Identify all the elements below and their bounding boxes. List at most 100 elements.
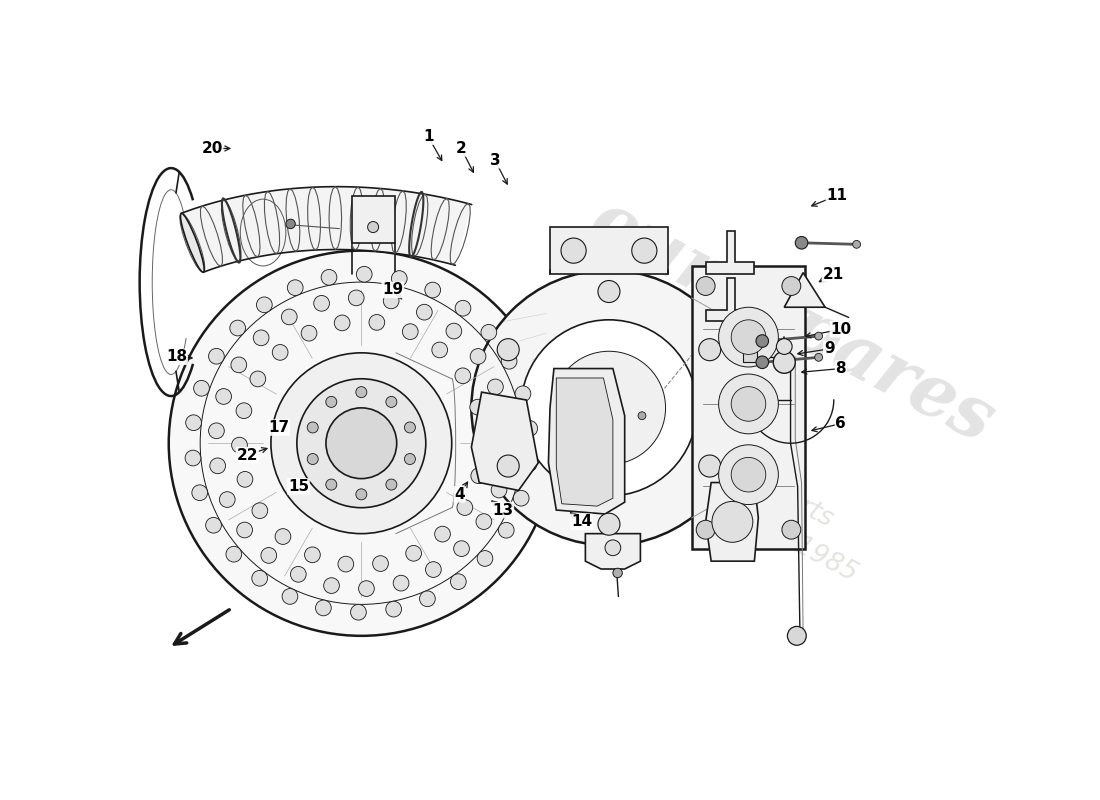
Circle shape — [355, 489, 366, 500]
Circle shape — [273, 345, 288, 360]
Circle shape — [392, 270, 407, 286]
Text: 8: 8 — [836, 361, 846, 376]
Circle shape — [386, 396, 397, 407]
Circle shape — [712, 502, 752, 542]
Text: 10: 10 — [830, 322, 851, 337]
Circle shape — [230, 320, 245, 336]
Circle shape — [561, 238, 586, 263]
Circle shape — [417, 304, 432, 320]
Circle shape — [788, 626, 806, 646]
Circle shape — [261, 547, 276, 563]
Circle shape — [732, 320, 766, 354]
Text: 19: 19 — [382, 282, 404, 298]
Text: 1: 1 — [422, 129, 433, 144]
Circle shape — [405, 422, 416, 433]
Circle shape — [514, 490, 529, 506]
Circle shape — [275, 529, 290, 544]
Circle shape — [282, 309, 297, 325]
Text: 2: 2 — [455, 141, 466, 156]
Text: 17: 17 — [268, 420, 289, 435]
Polygon shape — [557, 378, 613, 506]
Circle shape — [515, 386, 531, 402]
Circle shape — [521, 421, 538, 436]
Text: 6: 6 — [836, 416, 846, 431]
Circle shape — [497, 338, 519, 361]
Circle shape — [290, 566, 306, 582]
Circle shape — [314, 295, 329, 311]
Circle shape — [405, 454, 416, 465]
Circle shape — [426, 562, 441, 578]
Circle shape — [252, 503, 267, 518]
Circle shape — [305, 547, 320, 562]
Text: 13: 13 — [493, 502, 514, 518]
Circle shape — [605, 540, 620, 556]
Circle shape — [434, 526, 450, 542]
Circle shape — [470, 349, 486, 364]
Text: 15: 15 — [288, 479, 309, 494]
Circle shape — [698, 338, 720, 361]
Text: 22: 22 — [236, 447, 258, 462]
Circle shape — [471, 468, 486, 484]
Circle shape — [732, 386, 766, 422]
Circle shape — [406, 546, 421, 561]
Circle shape — [446, 323, 462, 339]
Circle shape — [425, 282, 441, 298]
Circle shape — [498, 448, 514, 463]
Circle shape — [326, 408, 397, 478]
Circle shape — [403, 324, 418, 339]
Circle shape — [455, 300, 471, 316]
Text: 21: 21 — [823, 266, 844, 282]
Circle shape — [432, 342, 448, 358]
Circle shape — [168, 250, 554, 636]
Circle shape — [334, 315, 350, 330]
Circle shape — [598, 281, 620, 302]
Circle shape — [185, 450, 201, 466]
Circle shape — [795, 237, 807, 249]
Circle shape — [773, 351, 795, 374]
Circle shape — [191, 485, 208, 501]
Circle shape — [209, 348, 224, 364]
Circle shape — [349, 290, 364, 306]
Circle shape — [815, 332, 823, 340]
Circle shape — [326, 479, 337, 490]
Circle shape — [321, 270, 337, 286]
Circle shape — [368, 314, 385, 330]
Circle shape — [497, 413, 513, 429]
Circle shape — [356, 266, 372, 282]
Circle shape — [631, 238, 657, 263]
Circle shape — [521, 320, 697, 496]
Circle shape — [552, 351, 666, 465]
Circle shape — [359, 581, 374, 597]
FancyBboxPatch shape — [742, 394, 757, 406]
Circle shape — [470, 399, 485, 415]
Circle shape — [323, 578, 340, 594]
Circle shape — [301, 326, 317, 341]
Polygon shape — [706, 278, 755, 322]
Text: 14: 14 — [571, 514, 592, 530]
Circle shape — [718, 445, 779, 505]
Circle shape — [472, 270, 747, 546]
Circle shape — [477, 550, 493, 566]
Circle shape — [598, 514, 620, 535]
Circle shape — [326, 396, 337, 407]
Polygon shape — [692, 266, 805, 550]
Circle shape — [286, 219, 295, 229]
Circle shape — [497, 455, 519, 477]
Circle shape — [456, 500, 473, 515]
Polygon shape — [182, 186, 472, 272]
Circle shape — [393, 575, 409, 591]
Circle shape — [782, 520, 801, 539]
Circle shape — [383, 293, 399, 309]
Circle shape — [777, 338, 792, 354]
Circle shape — [718, 374, 779, 434]
Circle shape — [351, 604, 366, 620]
Circle shape — [253, 330, 270, 346]
Circle shape — [756, 334, 769, 347]
Polygon shape — [585, 534, 640, 569]
Circle shape — [367, 222, 378, 233]
Circle shape — [613, 568, 623, 578]
Circle shape — [226, 546, 242, 562]
Circle shape — [307, 454, 318, 465]
Circle shape — [209, 423, 224, 438]
Text: 3: 3 — [490, 153, 500, 168]
